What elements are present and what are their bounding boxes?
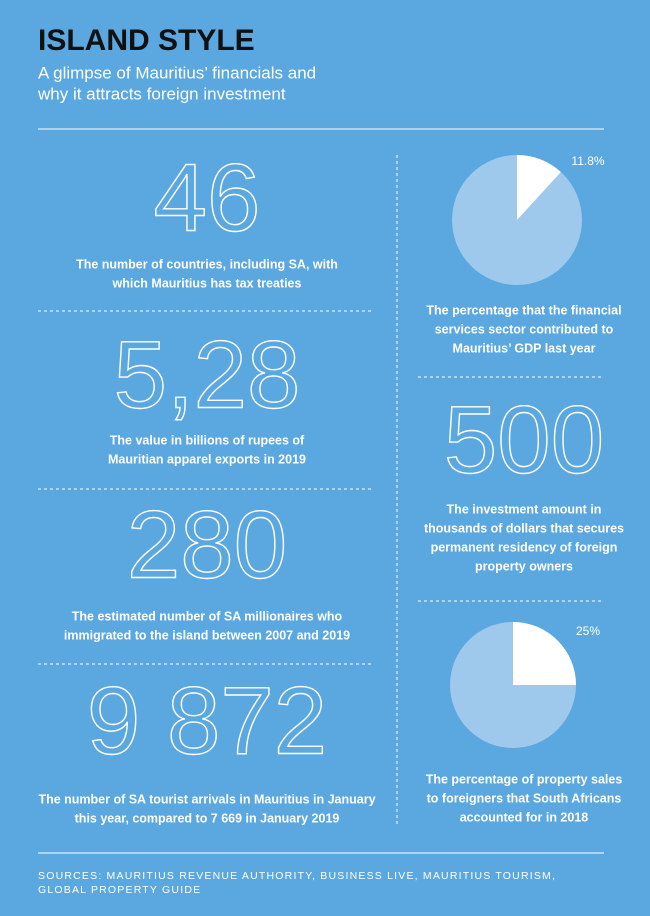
stat-description: this year, compared to 7 669 in January … xyxy=(75,811,340,825)
stat-number: 280 xyxy=(127,491,287,598)
stat-number: 9 872 xyxy=(87,667,327,774)
stat-description: thousands of dollars that secures xyxy=(424,521,624,535)
stat-description: The investment amount in xyxy=(447,502,602,516)
title: ISLAND STYLE xyxy=(38,24,255,57)
stat-number: 500 xyxy=(444,386,604,493)
pie-description: The percentage that the financial xyxy=(426,303,621,317)
stat-description: property owners xyxy=(475,559,573,573)
stat-description: permanent residency of foreign xyxy=(431,540,618,554)
stat-number: 5,28 xyxy=(114,321,301,428)
stat-description: The number of countries, including SA, w… xyxy=(76,257,338,271)
pie-description: to foreigners that South Africans xyxy=(427,791,622,805)
pie-label: 25% xyxy=(576,624,600,638)
separators xyxy=(38,310,604,665)
stat-description: Mauritian apparel exports in 2019 xyxy=(108,452,306,466)
subtitle: A glimpse of Mauritius’ financials and xyxy=(38,63,316,82)
stat-number: 46 xyxy=(154,144,261,251)
stat-description: The number of SA tourist arrivals in Mau… xyxy=(38,792,375,806)
pie-label: 11.8% xyxy=(571,154,604,168)
pie-description: The percentage of property sales xyxy=(426,772,623,786)
pie-description: Mauritius’ GDP last year xyxy=(453,341,596,355)
stat-description: The value in billions of rupees of xyxy=(110,433,305,447)
stat-description: immigrated to the island between 2007 an… xyxy=(64,628,350,642)
pie-slice xyxy=(513,622,576,685)
pie-slice xyxy=(517,155,561,220)
sources: SOURCES: MAURITIUS REVENUE AUTHORITY, BU… xyxy=(38,870,556,882)
stat-description: The estimated number of SA millionaires … xyxy=(72,609,343,623)
subtitle: why it attracts foreign investment xyxy=(37,84,286,103)
pie-description: services sector contributed to xyxy=(435,322,614,336)
stat-description: which Mauritius has tax treaties xyxy=(112,276,302,290)
pie-description: accounted for in 2018 xyxy=(460,810,589,824)
sources: GLOBAL PROPERTY GUIDE xyxy=(38,884,201,896)
